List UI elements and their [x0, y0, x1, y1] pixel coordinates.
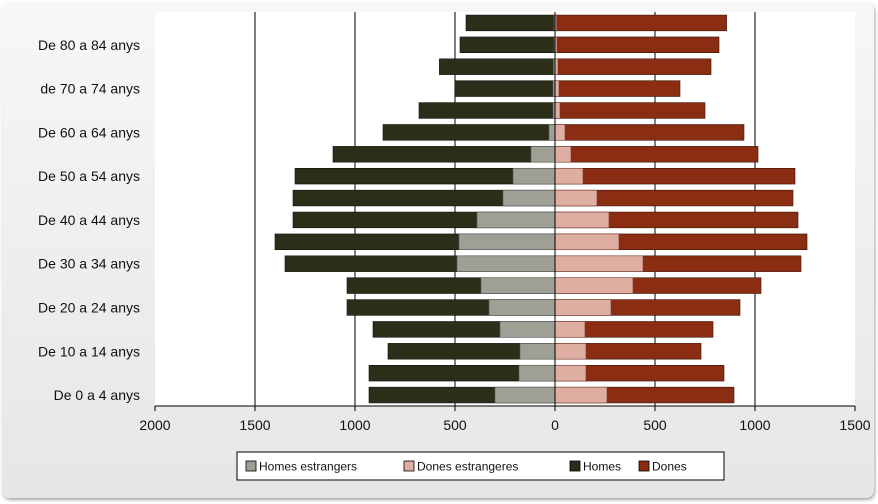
women-bar [554, 124, 745, 141]
legend-swatch [638, 460, 650, 472]
category-label: De 50 a 54 anys [38, 168, 140, 184]
category-label: De 20 a 24 anys [38, 300, 140, 316]
legend-swatch [245, 460, 257, 472]
legend-label: Dones estrangeres [417, 460, 518, 474]
men-bar [439, 58, 556, 75]
women-bar [554, 58, 712, 75]
men-bar [382, 124, 556, 141]
foreign-women-bar [554, 80, 560, 97]
foreign-women-bar [554, 364, 587, 382]
foreign-men-bar [499, 321, 556, 338]
men-bar [332, 146, 556, 163]
foreign-women-bar [554, 343, 587, 360]
men-bar [454, 80, 556, 97]
category-label: De 80 a 84 anys [38, 37, 140, 53]
foreign-men-bar [502, 189, 556, 207]
legend-swatch [403, 460, 415, 472]
foreign-women-bar [554, 277, 634, 294]
women-bar [554, 102, 706, 119]
women-bar [554, 80, 681, 97]
foreign-men-bar [456, 255, 556, 272]
foreign-women-bar [554, 102, 561, 119]
foreign-women-bar [554, 146, 572, 163]
x-tick-label: 2000 [139, 417, 170, 433]
x-tick-label: 500 [443, 417, 467, 433]
foreign-women-bar [554, 321, 586, 338]
foreign-men-bar [530, 146, 556, 163]
foreign-women-bar [554, 386, 608, 404]
women-bar [554, 167, 796, 185]
x-tick-label: 0 [551, 417, 559, 433]
legend-label: Homes [583, 460, 621, 474]
men-bar [465, 14, 556, 32]
foreign-men-bar [488, 299, 556, 316]
category-label: De 30 a 34 anys [38, 256, 140, 272]
women-bar [554, 146, 759, 163]
foreign-men-bar [480, 277, 556, 294]
foreign-women-bar [554, 255, 644, 272]
category-label: De 40 a 44 anys [38, 212, 140, 228]
legend-swatch [569, 460, 581, 472]
category-label: De 10 a 14 anys [38, 343, 140, 359]
foreign-men-bar [512, 167, 556, 185]
foreign-men-bar [476, 211, 556, 229]
x-tick-label: 1000 [339, 417, 370, 433]
women-bar [554, 14, 727, 32]
foreign-men-bar [519, 343, 556, 360]
x-tick-label: 1500 [239, 417, 270, 433]
foreign-women-bar [554, 124, 566, 141]
men-bar [459, 36, 556, 54]
x-tick-label: 500 [643, 417, 667, 433]
category-label: De 0 a 4 anys [54, 387, 140, 403]
foreign-men-bar [458, 233, 556, 251]
plot-area [155, 12, 855, 406]
foreign-women-bar [554, 211, 610, 229]
women-bar [554, 36, 720, 54]
category-label: de 70 a 74 anys [40, 81, 140, 97]
x-tick-label: 1500 [839, 417, 870, 433]
foreign-women-bar [554, 189, 598, 207]
category-label: De 60 a 64 anys [38, 124, 140, 140]
legend-label: Homes estrangers [259, 460, 357, 474]
men-bar [418, 102, 556, 119]
x-tick-label: 1000 [739, 417, 770, 433]
foreign-men-bar [518, 364, 556, 382]
foreign-women-bar [554, 299, 612, 316]
foreign-women-bar [554, 233, 620, 251]
foreign-men-bar [548, 124, 556, 141]
foreign-men-bar [494, 386, 556, 404]
legend-label: Dones [652, 460, 687, 474]
foreign-women-bar [554, 167, 584, 185]
